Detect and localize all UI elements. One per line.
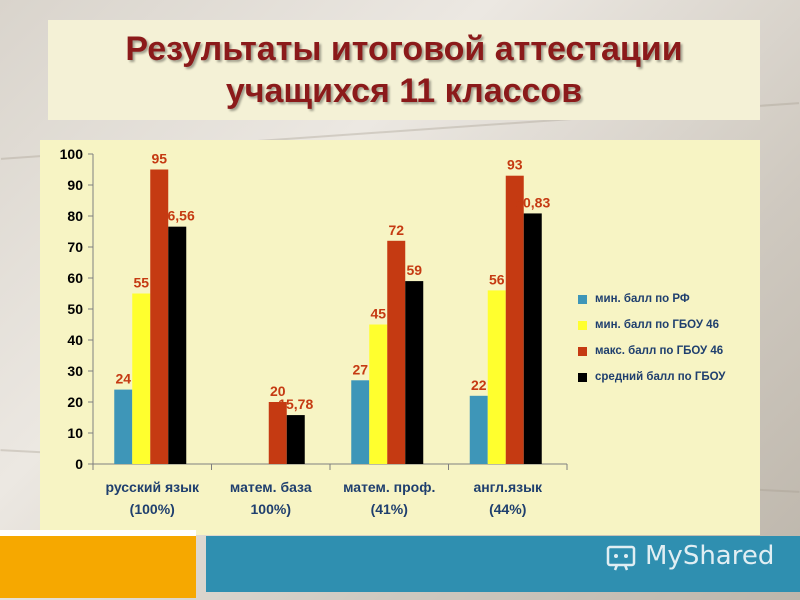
bar — [114, 389, 133, 464]
slide-title-line-2: учащихся 11 классов — [225, 72, 583, 110]
legend-label: макс. балл по ГБОУ 46 — [595, 345, 724, 357]
legend-item: мин. балл по ГБОУ 46 — [578, 312, 768, 338]
y-tick-label: 0 — [75, 456, 83, 472]
bar — [487, 290, 506, 464]
chart-legend: мин. балл по РФ мин. балл по ГБОУ 46 мак… — [578, 148, 768, 390]
data-label: 22 — [471, 377, 487, 393]
footer-teal-block — [206, 536, 800, 592]
data-label: 15,78 — [278, 396, 313, 412]
y-tick-label: 90 — [67, 177, 83, 193]
x-tick-label: (100%) — [130, 501, 175, 517]
legend-swatch — [578, 346, 587, 356]
x-tick-label: (44%) — [489, 501, 526, 517]
y-tick-label: 60 — [67, 270, 83, 286]
x-tick-label: 100%) — [251, 501, 291, 517]
y-tick-label: 100 — [60, 146, 84, 162]
share-icon — [606, 545, 636, 571]
x-tick-label: англ.язык — [473, 479, 543, 495]
bar — [387, 240, 406, 464]
chart-area: 0 10 20 30 40 50 60 70 80 90 100 24 55 95 76,56 русский… — [40, 140, 760, 535]
legend-swatch — [578, 372, 587, 382]
data-label: 20 — [270, 383, 286, 399]
data-label: 59 — [406, 262, 422, 278]
bar — [405, 281, 424, 464]
bar — [132, 293, 151, 464]
bar — [286, 415, 305, 464]
data-label: 72 — [388, 222, 404, 238]
y-tick-label: 20 — [67, 394, 83, 410]
title-box: Результаты итоговой аттестации учащихся … — [48, 20, 760, 120]
data-label: 93 — [507, 157, 523, 173]
x-tick-label: (41%) — [371, 501, 408, 517]
bar — [150, 169, 169, 464]
y-tick-label: 40 — [67, 332, 83, 348]
bar-chart: 0 10 20 30 40 50 60 70 80 90 100 24 55 95 76,56 русский… — [60, 146, 568, 517]
bar — [469, 395, 488, 464]
bar — [523, 213, 542, 464]
legend-label: мин. балл по ГБОУ 46 — [595, 319, 719, 331]
data-label: 55 — [133, 275, 149, 291]
x-tick-label: русский язык — [105, 479, 200, 495]
slide-title-line-1: Результаты итоговой аттестации — [125, 30, 683, 68]
legend-item: макс. балл по ГБОУ 46 — [578, 338, 768, 364]
legend-item: средний балл по ГБОУ — [578, 364, 768, 390]
data-label: 24 — [115, 371, 131, 387]
y-tick-label: 30 — [67, 363, 83, 379]
legend-label: мин. балл по РФ — [595, 293, 690, 305]
bar — [369, 324, 388, 464]
legend-item: мин. балл по РФ — [578, 286, 768, 312]
y-tick-label: 80 — [67, 208, 83, 224]
bar — [351, 380, 370, 464]
data-label: 76,56 — [160, 208, 195, 224]
legend-swatch — [578, 294, 587, 304]
x-tick-label: матем. проф. — [343, 479, 435, 495]
watermark-text: MyShared — [645, 541, 775, 571]
y-tick-label: 70 — [67, 239, 83, 255]
bar — [268, 402, 287, 464]
x-tick-label: матем. база — [230, 479, 312, 495]
data-label: 80,83 — [515, 194, 550, 210]
watermark: MyShared — [605, 536, 774, 576]
y-tick-label: 10 — [67, 425, 83, 441]
data-label: 45 — [370, 306, 386, 322]
footer-orange-block — [0, 530, 196, 598]
legend-swatch — [578, 320, 587, 330]
y-tick-label: 50 — [67, 301, 83, 317]
bar — [505, 175, 524, 464]
data-label: 27 — [352, 361, 368, 377]
data-label: 95 — [151, 151, 167, 167]
bar — [168, 226, 187, 464]
legend-label: средний балл по ГБОУ — [595, 371, 726, 383]
data-label: 56 — [489, 271, 505, 287]
